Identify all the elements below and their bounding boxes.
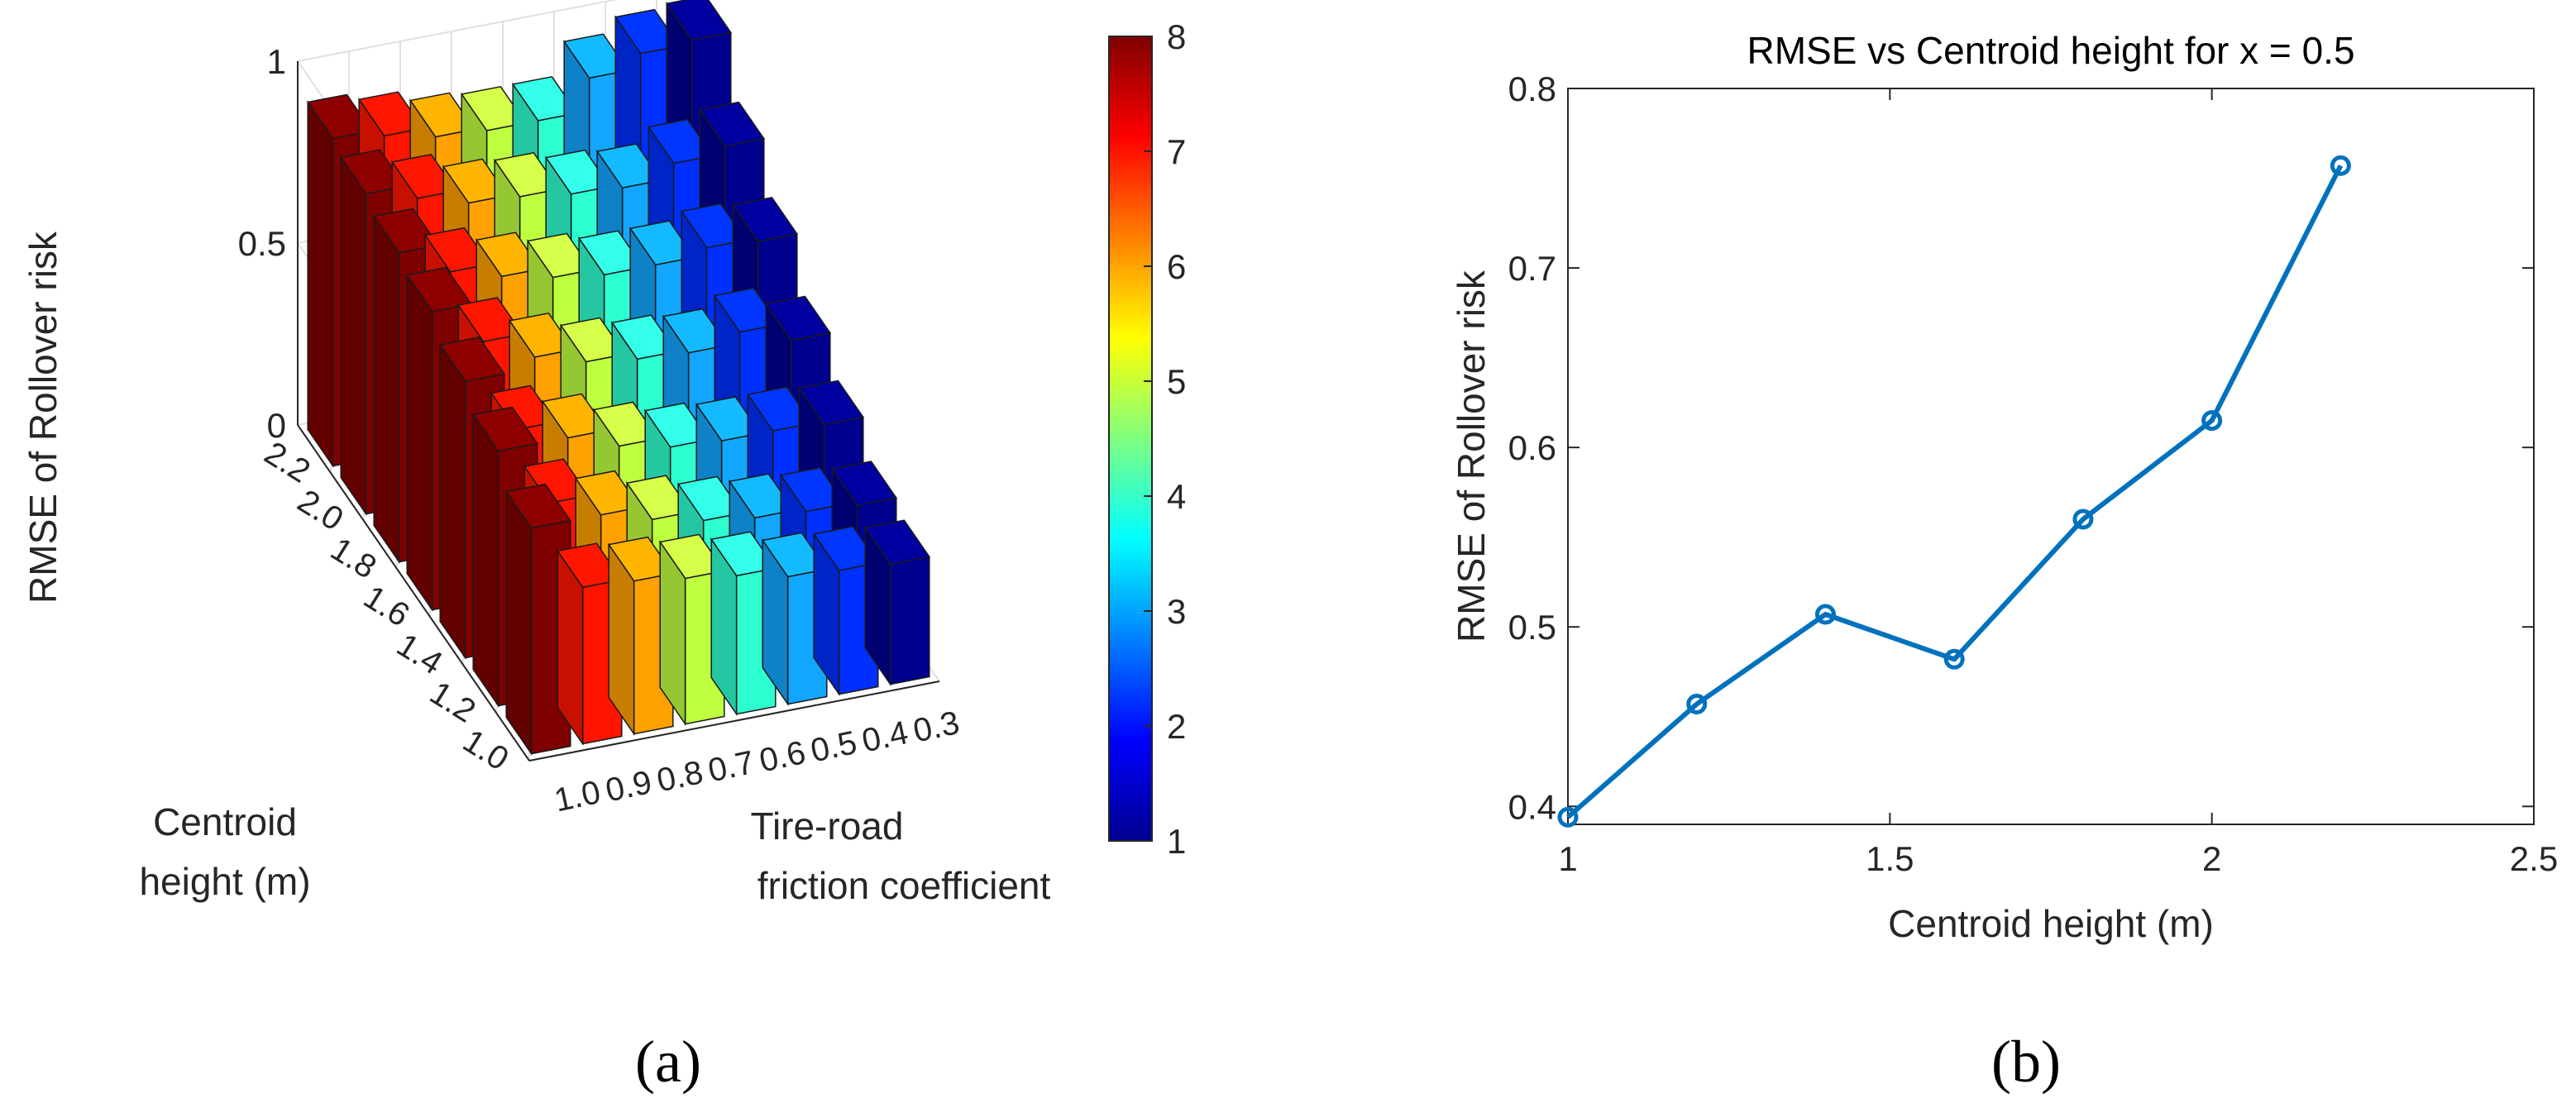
a-friction-tick-label: 0.3 (910, 704, 963, 750)
a-bar-side (340, 155, 367, 517)
a-friction-axis-label-line2: friction coefficient (758, 864, 1051, 907)
a-centroid-height-tick-label: 1.2 (423, 675, 481, 730)
a-bar-side (505, 489, 533, 757)
a-friction-tick-label: 0.9 (603, 764, 656, 809)
a-x-axis-label-line1: Centroid (153, 800, 297, 843)
a-friction-tick-label: 0.8 (654, 754, 707, 800)
b-series (1557, 155, 2351, 828)
b-y-axis-label: RMSE of Rollover risk (1450, 270, 1493, 642)
a-bars (306, 0, 931, 757)
a-colorbar-tick-label: 3 (1167, 592, 1186, 631)
b-data-point (2201, 410, 2223, 432)
panel-label-b: (b) (1991, 1029, 2061, 1095)
a-friction-tick-label: 0.7 (705, 744, 758, 790)
b-axis-ticks: 1 1.5 2 2.5 0.4 0.5 0.6 0.7 0.8 (1508, 69, 2559, 878)
a-bar-side (608, 542, 635, 737)
panel-a-3d-bar-chart: 00.51 2.22.01.81.61.41.21.0 1.00.90.80.7… (22, 0, 1186, 1095)
a-z-tick-label: 0.5 (238, 224, 286, 263)
a-friction-tick-label: 0.5 (808, 724, 861, 770)
a-bar-side (307, 100, 334, 469)
b-x-tick-label: 1.5 (1866, 839, 1914, 878)
b-data-point (1814, 604, 1836, 625)
a-centroid-axis-line (297, 424, 530, 762)
panel-b-line-chart: 1 1.5 2 2.5 0.4 0.5 0.6 0.7 0.8 RMSE vs Centroid… (1450, 29, 2558, 1095)
a-centroid-height-tick-label: 1.0 (456, 723, 514, 778)
a-bar-side (406, 273, 433, 613)
b-data-point (1943, 648, 1965, 670)
a-bar-side (373, 214, 400, 565)
b-data-point (2072, 509, 2094, 530)
a-z-tick-label: 1 (267, 42, 286, 81)
b-x-tick-label: 2 (2202, 839, 2221, 878)
b-x-tick-label: 1 (1558, 839, 1577, 878)
a-bar-side (762, 538, 789, 707)
a-friction-tick-label: 0.4 (859, 714, 912, 760)
a-centroid-height-tick-label: 1.4 (390, 627, 448, 682)
a-grid-line (297, 0, 619, 62)
a-friction-axis-line (528, 680, 940, 762)
a-bar-side (813, 532, 840, 697)
a-bar-side (472, 413, 499, 709)
a-centroid-height-tick-label: 2.0 (291, 483, 349, 538)
a-bar-side (659, 540, 686, 727)
a-centroid-height-tick-label: 1.8 (324, 531, 382, 586)
a-colorbar-tick-label: 8 (1167, 17, 1186, 56)
a-colorbar-tick-label: 4 (1167, 477, 1186, 516)
a-friction-tick-label: 1.0 (552, 774, 605, 819)
a-colorbar (1108, 36, 1153, 842)
a-x-axis-label-line2: height (m) (139, 860, 310, 903)
b-y-tick-label: 0.5 (1508, 608, 1556, 647)
b-data-point (2330, 155, 2351, 176)
a-bar (812, 525, 880, 697)
b-series-line (1566, 164, 2344, 819)
a-bar (863, 519, 931, 687)
a-colorbar-tick-label: 6 (1167, 247, 1186, 286)
a-friction-axis-label-line1: Tire-road (751, 805, 904, 848)
a-colorbar-tick-label: 7 (1167, 132, 1186, 171)
a-centroid-height-tick-label: 1.6 (357, 579, 415, 634)
a-bar-front (889, 556, 930, 685)
b-y-tick-label: 0.8 (1508, 69, 1556, 108)
b-plot-area (1567, 88, 2535, 825)
a-colorbar-ticks: 1 2 3 4 5 6 7 8 (1144, 17, 1186, 861)
panel-label-a: (a) (635, 1029, 701, 1095)
a-bar-side (864, 525, 891, 687)
b-y-tick-label: 0.7 (1508, 249, 1556, 288)
b-data-point (1557, 806, 1579, 828)
b-y-tick-label: 0.4 (1508, 787, 1556, 826)
a-bar-side (557, 548, 584, 747)
b-x-tick-label: 2.5 (2510, 839, 2558, 878)
b-x-axis-label: Centroid height (m) (1888, 902, 2214, 945)
a-z-tick-label: 0 (267, 406, 286, 445)
a-friction-tick-label: 0.6 (757, 734, 810, 780)
b-y-tick-label: 0.6 (1508, 428, 1556, 467)
a-colorbar-tick-label: 2 (1167, 707, 1186, 746)
a-y-axis-label: RMSE of Rollover risk (22, 231, 65, 604)
b-data-point (1686, 694, 1708, 715)
a-z-tick-labels: 00.51 (238, 42, 286, 445)
b-chart-title: RMSE vs Centroid height for x = 0.5 (1747, 29, 2354, 72)
a-colorbar-tick-label: 5 (1167, 362, 1186, 401)
a-bar-side (710, 537, 738, 717)
a-colorbar-tick-label: 1 (1167, 822, 1186, 861)
a-bar-side (439, 342, 466, 661)
